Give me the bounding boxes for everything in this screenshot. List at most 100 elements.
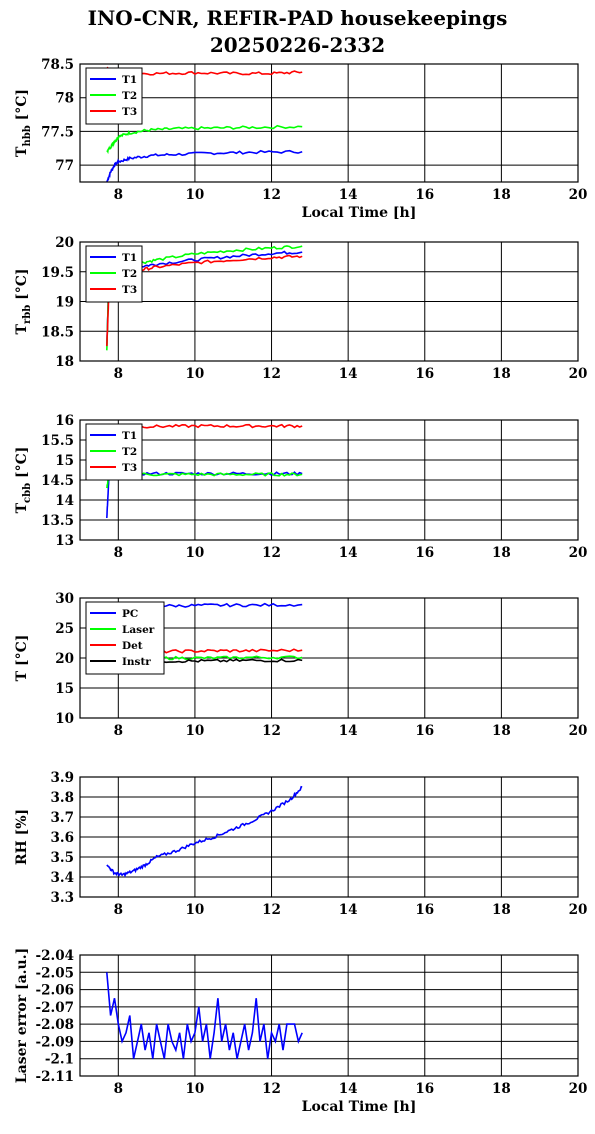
x-tick-label: 14 <box>339 187 358 203</box>
legend-label: T1 <box>122 74 137 86</box>
x-tick-label: 18 <box>492 723 511 739</box>
y-tick-label: -2.08 <box>36 1017 74 1033</box>
legend-label: T2 <box>122 446 137 458</box>
x-tick-label: 20 <box>569 1081 588 1097</box>
y-tick-label: 15 <box>55 681 74 697</box>
legend-label: PC <box>122 608 138 620</box>
series-line-t1 <box>106 149 303 182</box>
x-tick-label: 16 <box>415 723 434 739</box>
x-tick-label: 10 <box>186 187 205 203</box>
y-tick-label: 20 <box>55 235 74 251</box>
legend-label: T3 <box>122 284 137 296</box>
x-tick-label: 18 <box>492 366 511 382</box>
y-tick-label: 78.5 <box>41 57 74 73</box>
y-tick-label: 19.5 <box>41 265 74 281</box>
x-axis-label: Local Time [h] <box>302 205 417 221</box>
x-tick-label: 16 <box>415 187 434 203</box>
x-tick-label: 8 <box>114 902 123 918</box>
y-tick-label: 18 <box>55 354 74 370</box>
legend-label: T1 <box>122 430 137 442</box>
y-tick-label: 3.8 <box>51 790 75 806</box>
x-tick-label: 14 <box>339 1081 358 1097</box>
series-line-t2 <box>106 124 303 155</box>
y-tick-label: 15.5 <box>41 433 74 449</box>
plot-panel-1: 8 10 12 14 16 18 20 77 77.5 78 78.5 Local Time [h] T… <box>14 57 587 221</box>
x-tick-label: 12 <box>262 723 281 739</box>
y-tick-label: -2.04 <box>36 948 74 964</box>
x-tick-label: 18 <box>492 902 511 918</box>
plot-frame <box>79 597 579 719</box>
y-tick-label: 77 <box>55 158 74 174</box>
x-tick-label: 8 <box>114 366 123 382</box>
x-tick-label: 12 <box>262 902 281 918</box>
x-tick-label: 10 <box>186 723 205 739</box>
y-tick-label: 77.5 <box>41 124 74 140</box>
x-tick-label: 20 <box>569 902 588 918</box>
chart-title-line-2: 20250226-2332 <box>209 33 386 57</box>
y-tick-label: 3.4 <box>51 870 75 886</box>
y-tick-label: 3.3 <box>51 890 75 906</box>
y-tick-label: -2.1 <box>45 1052 74 1068</box>
legend: T1 T2 T3 <box>85 67 143 125</box>
x-tick-label: 12 <box>262 187 281 203</box>
y-tick-label: 10 <box>55 711 74 727</box>
y-tick-label: 13.5 <box>41 513 74 529</box>
y-tick-label: -2.06 <box>36 983 74 999</box>
chart-title-line-1: INO-CNR, REFIR-PAD housekeepings <box>87 6 508 30</box>
y-tick-label: -2.09 <box>36 1034 74 1050</box>
plot-frame <box>79 63 579 183</box>
y-tick-label: 30 <box>55 591 74 607</box>
x-tick-label: 16 <box>415 366 434 382</box>
y-tick-label: 78 <box>55 91 74 107</box>
x-tick-label: 16 <box>415 545 434 561</box>
x-tick-label: 10 <box>186 366 205 382</box>
plot-panel-6: 8 10 12 14 16 18 20-2.04-2.05-2.06-2.07-2.08-2… <box>14 948 587 1115</box>
legend-label: T2 <box>122 268 137 280</box>
x-tick-label: 14 <box>339 366 358 382</box>
x-tick-label: 8 <box>114 723 123 739</box>
x-axis-label: Local Time [h] <box>302 1099 417 1115</box>
x-tick-label: 8 <box>114 187 123 203</box>
legend-label: Det <box>122 640 143 652</box>
series-line-value <box>106 972 303 1059</box>
y-tick-label: -2.11 <box>36 1069 74 1085</box>
y-tick-label: 14 <box>55 493 74 509</box>
y-tick-label: 16 <box>55 413 74 429</box>
y-tick-label: -2.05 <box>36 965 74 981</box>
y-tick-label: 19 <box>55 295 74 311</box>
y-axis-label: RH [%] <box>14 809 30 865</box>
plot-panel-3: 8 10 12 14 16 18 20 13 13.5 14 14.5 15 15.5 16 Tcbb [°… <box>14 413 587 561</box>
legend-label: Laser <box>122 624 155 636</box>
y-tick-label: 3.5 <box>51 850 75 866</box>
legend: T1 T2 T3 <box>85 245 143 303</box>
y-axis-label: Tcbb [°C] <box>14 447 33 514</box>
y-tick-label: 13 <box>55 533 74 549</box>
plot-panel-2: 8 10 12 14 16 18 20 18 18.5 19 19.5 20 Trbb [°C] T1 T2… <box>14 235 587 382</box>
plot-frame <box>79 776 579 898</box>
x-tick-label: 18 <box>492 187 511 203</box>
x-tick-label: 14 <box>339 545 358 561</box>
series-group <box>106 785 303 878</box>
plot-frame <box>79 954 579 1077</box>
legend-label: T1 <box>122 252 137 264</box>
y-tick-label: 3.6 <box>51 830 75 846</box>
y-tick-label: 15 <box>55 453 74 469</box>
legend-label: T2 <box>122 90 137 102</box>
x-tick-label: 12 <box>262 545 281 561</box>
x-tick-label: 14 <box>339 902 358 918</box>
x-tick-label: 18 <box>492 1081 511 1097</box>
x-tick-label: 12 <box>262 366 281 382</box>
series-group <box>106 972 303 1059</box>
x-tick-label: 18 <box>492 545 511 561</box>
x-tick-label: 20 <box>569 366 588 382</box>
y-tick-label: 14.5 <box>41 473 74 489</box>
legend-label: T3 <box>122 462 137 474</box>
y-axis-label: T [°C] <box>14 635 30 682</box>
plot-panel-4: 8 10 12 14 16 18 20 10 15 20 25 30 T [°C] PC Laser Det I… <box>14 591 587 739</box>
x-tick-label: 10 <box>186 902 205 918</box>
y-axis-label: Thbb [°C] <box>14 89 33 157</box>
y-tick-label: 3.9 <box>51 770 75 786</box>
y-tick-label: 20 <box>55 651 74 667</box>
plot-panel-5: 8 10 12 14 16 18 20 3.3 3.4 3.5 3.6 3.7 3.8 3.9 RH [%] <box>14 770 587 918</box>
legend-label: T3 <box>122 106 137 118</box>
